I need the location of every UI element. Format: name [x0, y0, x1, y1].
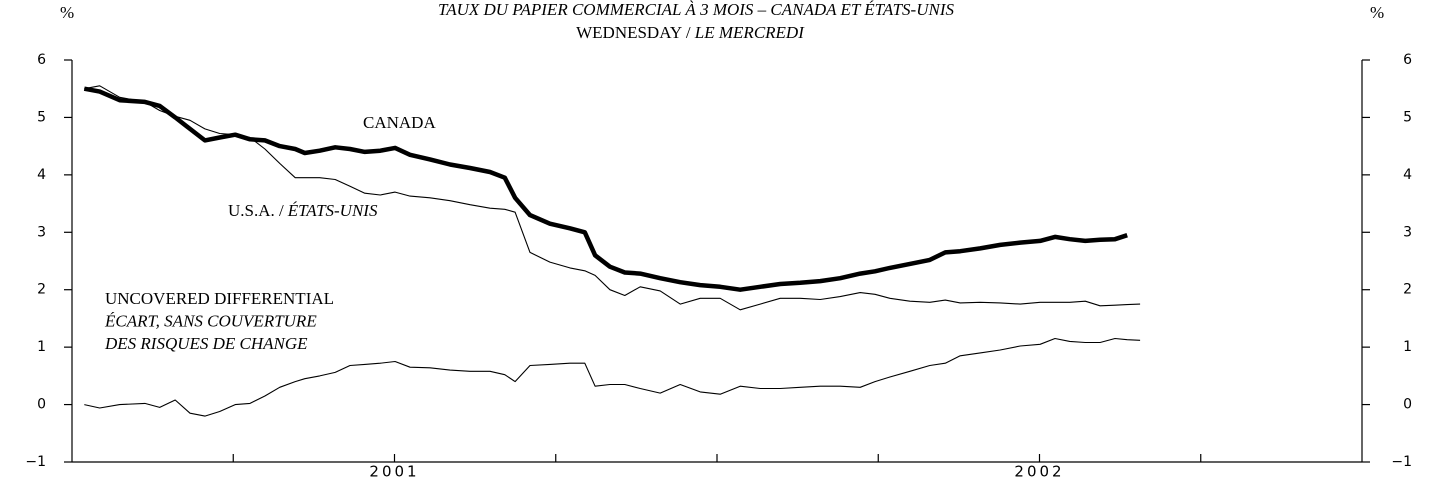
y2-tick-label: 4 — [1403, 167, 1412, 183]
y2-tick-label: 0 — [1403, 397, 1412, 413]
series-label: CANADA — [363, 113, 436, 132]
y-unit: % — [60, 3, 74, 22]
series-line — [84, 85, 1141, 311]
series-label: U.S.A. / ÉTATS-UNIS — [228, 201, 378, 220]
series-label: DES RISQUES DE CHANGE — [104, 334, 308, 353]
y2-tick-label: −1 — [1391, 454, 1412, 470]
chart-subtitle: WEDNESDAY / LE MERCREDI — [576, 23, 805, 42]
y2-tick-label: 2 — [1403, 282, 1412, 298]
series-label-part: U.S.A. / — [228, 201, 284, 220]
x-tick-label: 2001 — [369, 463, 419, 481]
y-tick-label: 2 — [37, 282, 46, 298]
y-tick-label: 3 — [37, 224, 46, 240]
y-tick-label: 1 — [37, 339, 46, 355]
x-tick-label: 2002 — [1014, 463, 1064, 481]
y-tick-label: −1 — [25, 454, 46, 470]
subtitle-part: WEDNESDAY / — [576, 23, 691, 42]
subtitle-part: LE MERCREDI — [694, 23, 805, 42]
series-label-part: ÉTATS-UNIS — [287, 201, 378, 220]
y2-unit: % — [1370, 3, 1384, 22]
y2-tick-label: 6 — [1403, 52, 1412, 68]
y-tick-label: 4 — [37, 167, 46, 183]
y2-tick-label: 3 — [1403, 224, 1412, 240]
chart-title: TAUX DU PAPIER COMMERCIAL À 3 MOIS – CAN… — [438, 0, 954, 19]
series-line — [83, 86, 1128, 292]
y-tick-label: 5 — [37, 109, 46, 125]
series-line — [84, 337, 1141, 417]
y-tick-label: 6 — [37, 52, 46, 68]
y2-tick-label: 5 — [1403, 109, 1412, 125]
y2-tick-label: 1 — [1403, 339, 1412, 355]
series-label: ÉCART, SANS COUVERTURE — [104, 311, 317, 330]
y-tick-label: 0 — [37, 397, 46, 413]
series-label: UNCOVERED DIFFERENTIAL — [105, 289, 334, 308]
